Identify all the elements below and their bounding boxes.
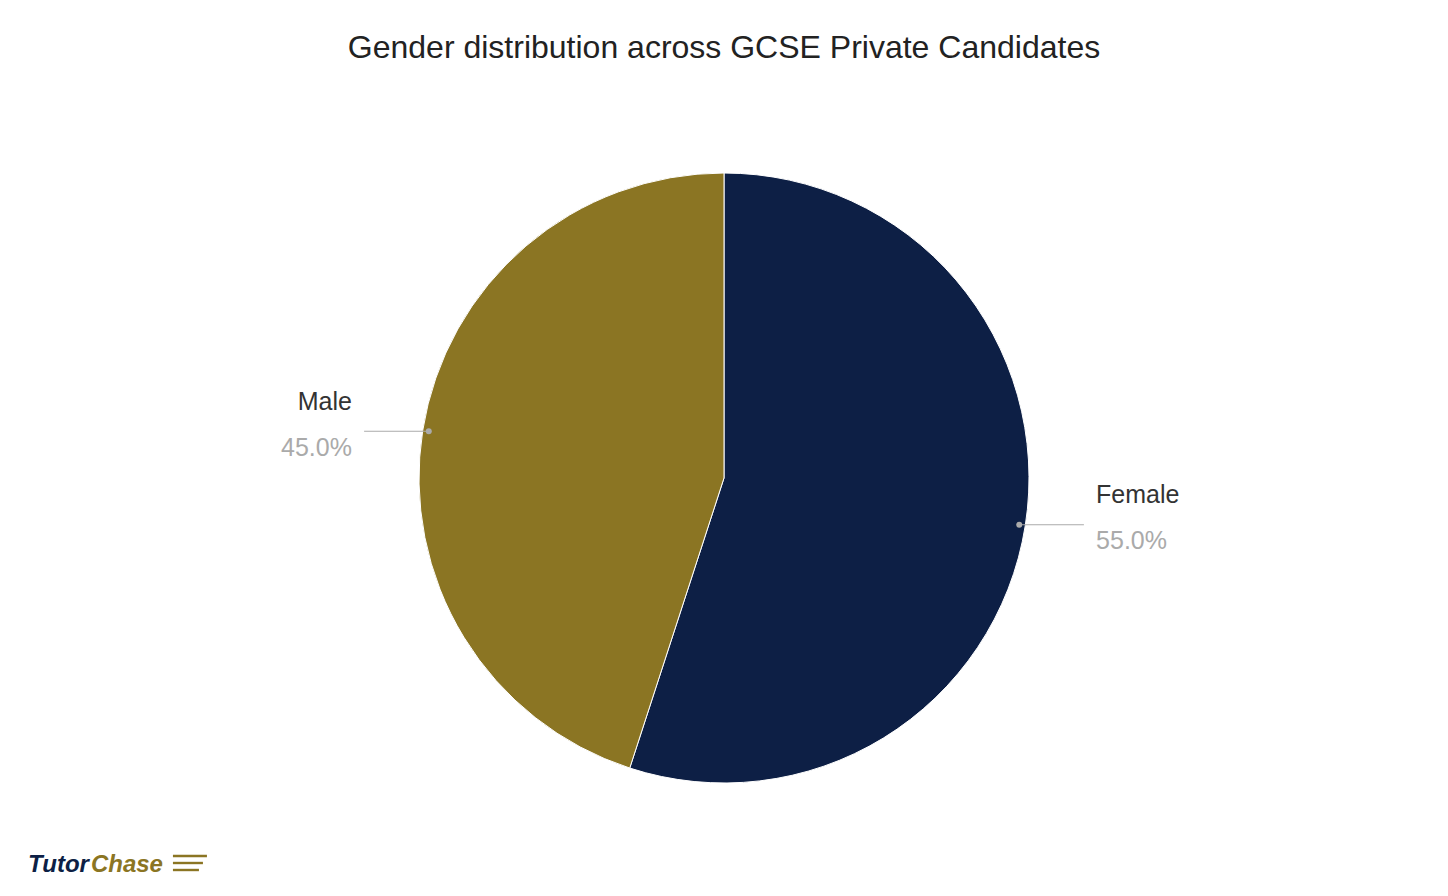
- slice-value: 45.0%: [281, 433, 352, 461]
- leader-line: [1019, 524, 1084, 525]
- slices: [419, 173, 1029, 783]
- chart-svg: Gender distribution across GCSE Private …: [0, 0, 1448, 896]
- leader-dot: [1016, 522, 1022, 528]
- slice-name: Male: [298, 387, 352, 415]
- logo-line: [173, 862, 203, 864]
- background: [0, 0, 1448, 896]
- slice-value: 55.0%: [1096, 526, 1167, 554]
- pie-slice: [419, 173, 724, 768]
- slice-name: Female: [1096, 480, 1179, 508]
- leader-line: [364, 431, 429, 432]
- logo-line: [173, 869, 199, 871]
- title: Gender distribution across GCSE Private …: [348, 29, 1100, 65]
- logo-text: Chase: [91, 850, 163, 877]
- leader-dot: [426, 428, 432, 434]
- data-labels: Female 55.0% Male 45.0%: [281, 387, 1179, 554]
- logo-line: [173, 855, 207, 857]
- logo-text: Tutor: [28, 850, 91, 877]
- logo: TutorChase: [28, 850, 207, 877]
- chart-container: Gender distribution across GCSE Private …: [0, 0, 1448, 896]
